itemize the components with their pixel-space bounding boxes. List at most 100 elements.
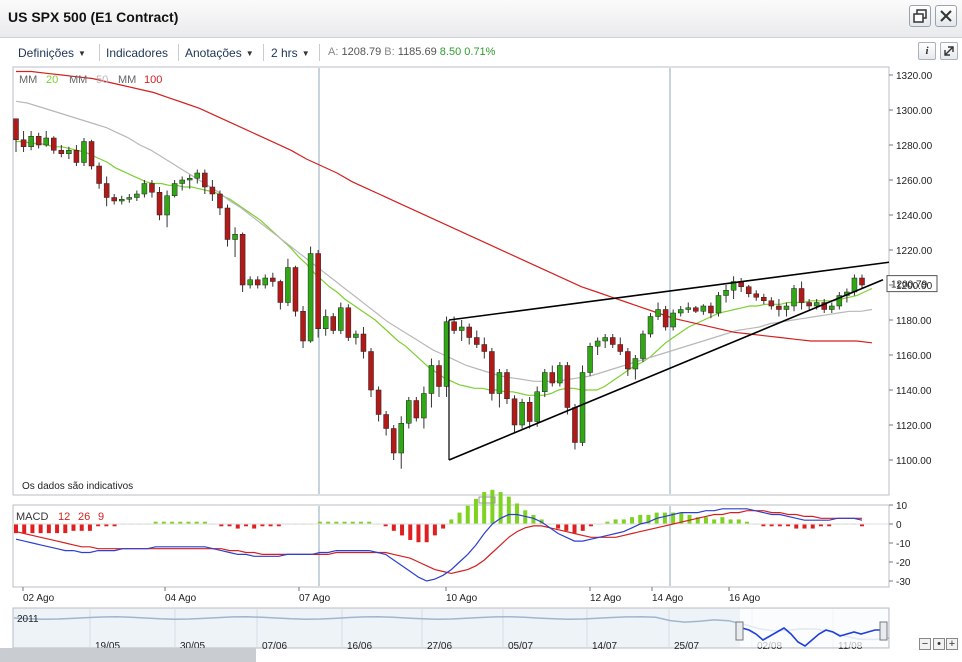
annotations-menu[interactable]: Anotações ▼ [185,46,254,60]
expand-icon [944,46,954,56]
candle-down [564,365,571,408]
interval-select[interactable]: 2 hrs ▼ [271,46,310,60]
macd-hist-bar-negative [71,524,76,531]
candle-down [51,137,57,151]
candle-up [338,307,344,331]
macd-hist-bar-positive [358,521,363,524]
restore-window-icon [913,9,927,23]
candle-up [632,358,639,370]
candle-up [791,288,797,307]
window-title: US SPX 500 (E1 Contract) [8,9,179,25]
macd-hist-bar-negative [96,524,101,527]
macd-hist-bar-positive [178,521,183,524]
scroll-back-button[interactable]: • [933,638,945,650]
macd-hist-bar-negative [761,524,766,527]
time-tick-label: 12 Ago [590,593,622,604]
macd-hist-bar-positive [745,521,750,524]
macd-hist-bar-positive [153,521,158,524]
status-strip [0,648,256,662]
navigator-date-label: 16/06 [347,641,372,652]
zoom-in-button[interactable]: + [946,638,958,650]
macd-hist-bar-positive [613,519,618,524]
info-icon: i [925,45,929,57]
close-window-button[interactable] [935,5,957,27]
candle-up [186,178,193,181]
macd-hist-bar-negative [252,524,257,529]
candle-down [375,389,382,415]
macd-hist-bar-positive [630,517,635,524]
macd-hist-bar-positive [202,521,207,524]
macd-hist-bar-positive [498,492,503,524]
last-price-label: 1200.79 [891,280,928,291]
candle-up [398,423,404,454]
candle-up [534,391,540,422]
macd-hist-bar-positive [326,521,331,524]
ma50-label: 50 [96,74,108,86]
candle-down [708,305,714,314]
navigator-left-handle [735,621,744,641]
macd-hist-bar-negative [243,524,248,527]
candle-up [813,302,820,307]
candle-up [730,281,737,291]
candle-up [421,393,427,419]
candle-up [307,253,314,342]
macd-hist-bar-negative [441,524,446,529]
macd-hist-bar-negative [22,524,27,534]
restore-window-button[interactable] [909,5,931,27]
macd-hist-bar-negative [827,524,832,527]
bid-value: 1185.69 [397,46,437,58]
macd-hist-bar-positive [506,496,511,524]
candle-down [481,344,488,352]
candle-up [670,312,676,328]
price-panel-frame [12,66,890,496]
macd-hist-bar-negative [104,524,109,527]
macd-hist-bar-negative [227,524,232,527]
navigator-date-label: 07/06 [262,641,287,652]
candle-down [360,333,367,352]
candle-down [806,302,812,307]
info-button[interactable]: i [918,42,936,60]
zoom-out-button[interactable]: − [919,638,931,650]
macd-hist-bar-negative [400,524,405,536]
macd-hist-bar-positive [621,519,626,524]
price-tick-label: 1100.00 [896,456,932,467]
navigator-selection-series [741,627,882,647]
navigator-date-label: 25/07 [674,641,699,652]
candle-down [383,414,389,429]
candle-down [776,305,782,310]
candle-down [330,316,336,331]
candle-down [156,192,163,216]
candle-down [239,234,246,286]
candle-up [677,309,684,314]
macd-label: MACD [16,511,48,523]
candle-down [292,267,299,312]
window-titlebar: US SPX 500 (E1 Contract) [0,0,962,38]
macd-hist-bar-negative [268,524,273,527]
candle-down [368,351,374,391]
candle-up [640,333,646,359]
candle-up [81,141,87,163]
candle-up [783,305,790,310]
candle-up [594,340,601,347]
macd-tick-label: 10 [896,501,908,512]
macd-hist-bar-negative [219,524,224,527]
macd-hist-bar-positive [736,519,741,524]
candle-up [43,137,49,146]
macd-hist-bar-negative [588,524,593,527]
candle-up [587,346,593,373]
candle-down [466,326,472,338]
settings-menu[interactable]: Definições ▼ [18,46,86,60]
macd-hist-bar-positive [367,521,372,524]
candle-up [232,234,238,240]
ma100-label: 100 [144,74,162,86]
candle-up [851,277,858,293]
macd-hist-bar-negative [55,524,60,534]
macd-hist-bar-negative [769,524,774,527]
caret-down-icon: ▼ [301,49,310,58]
macd-hist-bar-positive [703,517,708,524]
candle-down [209,186,216,195]
expand-button[interactable] [940,42,958,60]
macd-hist-bar-positive [671,512,676,524]
indicators-menu[interactable]: Indicadores [106,46,168,60]
